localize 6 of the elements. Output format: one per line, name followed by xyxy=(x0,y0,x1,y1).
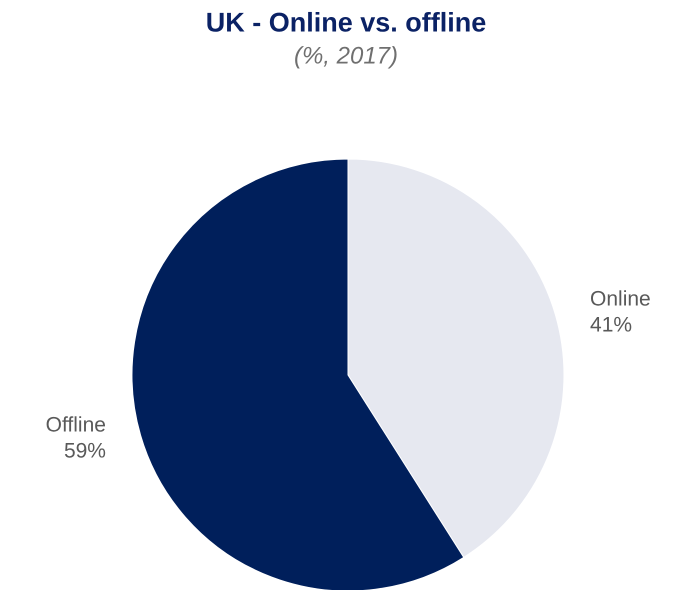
chart-title: UK - Online vs. offline xyxy=(206,8,486,38)
data-label: 41% xyxy=(590,313,632,336)
data-label: 59% xyxy=(64,440,106,463)
chart-subtitle: (%, 2017) xyxy=(294,42,398,70)
slice-label: Online xyxy=(590,287,651,310)
slice-label: Offline xyxy=(46,414,106,437)
